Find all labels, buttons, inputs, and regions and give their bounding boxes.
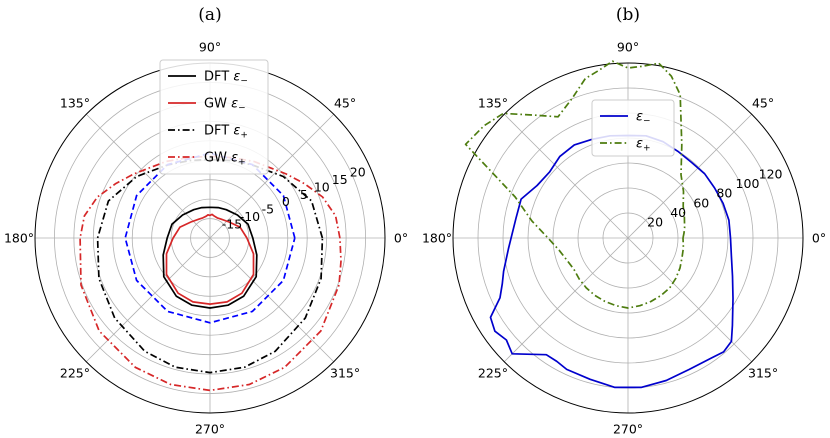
angle-tick-label: 45° bbox=[752, 95, 774, 110]
legend-entry-name: DFT bbox=[204, 70, 233, 85]
panel-label: (a) bbox=[198, 5, 221, 25]
angle-tick-label: 225° bbox=[478, 366, 508, 381]
series-line bbox=[79, 155, 342, 392]
angle-tick-label: 135° bbox=[60, 95, 90, 110]
angle-tick-label: 90° bbox=[199, 40, 221, 55]
polar-frame bbox=[452, 62, 804, 414]
legend-entry-symbol: ε bbox=[636, 137, 643, 152]
angular-gridline bbox=[503, 113, 629, 239]
legend-entry-symbol: ε bbox=[233, 124, 240, 139]
angular-gridline bbox=[209, 113, 335, 239]
legend-entry: GW ε+ bbox=[204, 151, 246, 168]
legend-entry-subscript: − bbox=[240, 77, 248, 87]
legend-entry-symbol: ε bbox=[231, 97, 238, 112]
legend-entry-subscript: + bbox=[643, 144, 651, 154]
polar-chart-a: (a) 0° 45° 90° 135° 180° 225° 270° 315° -15-10 -5 0… bbox=[4, 5, 408, 437]
radial-tick-label: -15 bbox=[222, 217, 242, 232]
series-line bbox=[96, 158, 324, 374]
angle-tick-label: 315° bbox=[748, 366, 778, 381]
legend-entry: DFT ε− bbox=[204, 70, 248, 87]
angle-tick-label: 180° bbox=[422, 231, 452, 246]
series-line bbox=[464, 60, 686, 309]
legend-box bbox=[591, 99, 675, 157]
polar-chart-b: (b) 0° 45° 90° 135° 180° 225° 270° 315° 20 40 60 80 1… bbox=[422, 5, 826, 437]
angular-gridline bbox=[627, 113, 753, 239]
legend-entry-subscript: + bbox=[240, 131, 248, 141]
legend-entry-name: GW bbox=[204, 151, 231, 166]
radial-tick-label: 40 bbox=[670, 205, 686, 220]
legend-entry-symbol: ε bbox=[231, 151, 238, 166]
series-line bbox=[489, 134, 734, 389]
angle-tick-label: 225° bbox=[60, 366, 90, 381]
angle-tick-label: 90° bbox=[617, 40, 639, 55]
legend-entry-subscript: + bbox=[238, 158, 246, 168]
angular-gridline bbox=[209, 237, 335, 363]
radial-tick-label: 100 bbox=[736, 176, 760, 191]
radial-tick-label: 20 bbox=[350, 164, 366, 179]
radial-tick-label: 15 bbox=[332, 172, 348, 187]
legend-box bbox=[159, 59, 269, 175]
angle-tick-label: 180° bbox=[4, 231, 34, 246]
series-line bbox=[165, 213, 255, 305]
angle-tick-label: 315° bbox=[330, 366, 360, 381]
angle-tick-label: 45° bbox=[334, 95, 356, 110]
legend-entry-name: DFT bbox=[204, 124, 233, 139]
radial-tick-label: -5 bbox=[262, 202, 274, 217]
legend-entry-symbol: ε bbox=[233, 70, 240, 85]
angular-gridline bbox=[85, 113, 211, 239]
radial-tick-label: 80 bbox=[716, 186, 732, 201]
legend: ε−ε+ bbox=[591, 99, 675, 157]
legend: DFT ε−GW ε−DFT ε+GW ε+ bbox=[159, 59, 269, 175]
legend-entry-subscript: − bbox=[643, 117, 651, 127]
angle-tick-label: 270° bbox=[195, 422, 225, 437]
angle-tick-label: 270° bbox=[613, 422, 643, 437]
angular-gridline bbox=[503, 237, 629, 363]
legend-entry: DFT ε+ bbox=[204, 124, 248, 141]
radial-tick-label: 5 bbox=[300, 187, 308, 202]
legend-entry-symbol: ε bbox=[636, 110, 643, 125]
panel-label: (b) bbox=[616, 5, 640, 25]
angle-tick-label: 0° bbox=[394, 231, 408, 246]
radial-tick-label: 60 bbox=[693, 195, 709, 210]
legend-entry: ε− bbox=[636, 110, 651, 127]
legend-entry: GW ε− bbox=[204, 97, 246, 114]
legend-entry: ε+ bbox=[636, 137, 651, 154]
legend-entry-subscript: − bbox=[238, 104, 246, 114]
radial-tick-label: 20 bbox=[647, 214, 663, 229]
series-line bbox=[162, 206, 258, 309]
radial-tick-label: 120 bbox=[759, 167, 783, 182]
legend-entry-name: GW bbox=[204, 97, 231, 112]
radial-tick-label: 0 bbox=[282, 194, 290, 209]
radial-tick-label: 10 bbox=[314, 179, 330, 194]
radial-tick-label: -10 bbox=[240, 209, 260, 224]
angular-gridline bbox=[85, 237, 211, 363]
angle-tick-label: 0° bbox=[812, 231, 826, 246]
angle-tick-label: 135° bbox=[478, 95, 508, 110]
